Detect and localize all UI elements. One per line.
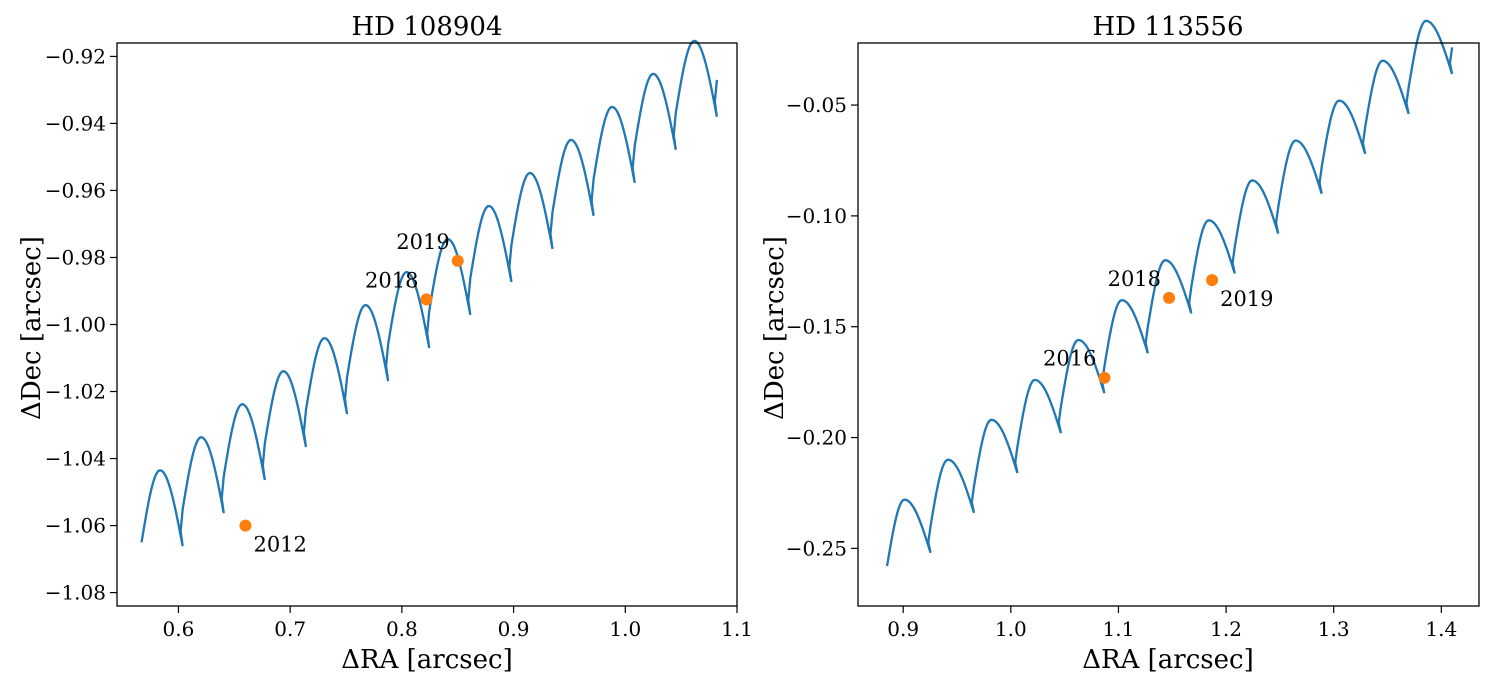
observation-point-2012 xyxy=(239,519,252,532)
x-tick-label: 1.2 xyxy=(1210,617,1242,641)
y-tick-label: −0.98 xyxy=(45,245,106,269)
orbit-track-line xyxy=(140,39,719,547)
chart-title: HD 108904 xyxy=(351,12,502,42)
panel-hd-108904: HD 108904 ΔRA [arcsec] ΔDec [arcsec] 0.6… xyxy=(17,12,753,675)
y-tick-label: −0.20 xyxy=(786,426,847,450)
observation-point-2018 xyxy=(420,293,433,306)
observation-point-2018 xyxy=(1163,291,1176,304)
observation-year-label: 2016 xyxy=(1043,347,1096,371)
y-tick-label: −0.15 xyxy=(786,315,847,339)
plot-frame xyxy=(116,42,738,607)
observation-year-label: 2012 xyxy=(253,533,306,557)
observation-year-label: 2019 xyxy=(396,230,449,254)
y-tick-label: −1.06 xyxy=(45,514,106,538)
x-axis-label: ΔRA [arcsec] xyxy=(341,645,512,675)
x-tick-label: 0.7 xyxy=(274,617,306,641)
y-axis-ticks: −1.08 −1.06 −1.04 −1.02 −1.00 −0.98 −0.96 −0.94… xyxy=(45,44,117,605)
orbit-track-line xyxy=(885,19,1454,567)
observation-point-2019 xyxy=(1206,274,1219,287)
x-tick-label: 1.0 xyxy=(609,617,641,641)
chart-title: HD 113556 xyxy=(1092,12,1243,42)
observation-point-2016 xyxy=(1098,371,1111,384)
y-tick-label: −0.05 xyxy=(786,93,847,117)
y-tick-label: −0.25 xyxy=(786,536,847,560)
x-axis-ticks: 0.6 0.7 0.8 0.9 1.0 1.1 xyxy=(163,606,753,641)
x-tick-label: 0.9 xyxy=(887,617,919,641)
x-tick-label: 0.6 xyxy=(163,617,195,641)
y-axis-ticks: −0.25 −0.20 −0.15 −0.10 −0.05 xyxy=(786,93,858,560)
observation-point-2019 xyxy=(451,254,464,267)
y-axis-label: ΔDec [arcsec] xyxy=(760,236,790,420)
observation-points: 2016 2018 2019 xyxy=(1043,267,1274,384)
x-axis-ticks: 0.9 1.0 1.1 1.2 1.3 1.4 xyxy=(887,606,1457,641)
observation-year-label: 2018 xyxy=(1108,267,1161,291)
plot-frame xyxy=(857,42,1480,607)
x-tick-label: 1.0 xyxy=(995,617,1027,641)
x-tick-label: 1.1 xyxy=(1103,617,1135,641)
x-axis-label: ΔRA [arcsec] xyxy=(1082,645,1253,675)
x-tick-label: 0.9 xyxy=(498,617,530,641)
panel-hd-113556: HD 113556 ΔRA [arcsec] ΔDec [arcsec] 0.9… xyxy=(760,12,1480,675)
y-axis-label: ΔDec [arcsec] xyxy=(17,236,47,420)
observation-year-label: 2019 xyxy=(1220,287,1273,311)
y-tick-label: −1.02 xyxy=(45,380,106,404)
y-tick-label: −1.00 xyxy=(45,313,106,337)
x-tick-label: 1.3 xyxy=(1318,617,1350,641)
y-tick-label: −0.92 xyxy=(45,44,106,68)
y-tick-label: −0.94 xyxy=(45,111,106,135)
y-tick-label: −1.04 xyxy=(45,447,106,471)
y-tick-label: −0.10 xyxy=(786,204,847,228)
observation-year-label: 2018 xyxy=(365,268,418,292)
x-tick-label: 0.8 xyxy=(386,617,418,641)
y-tick-label: −0.96 xyxy=(45,178,106,202)
x-tick-label: 1.1 xyxy=(721,617,753,641)
y-tick-label: −1.08 xyxy=(45,581,106,605)
observation-points: 2012 2018 2019 xyxy=(239,230,464,557)
x-tick-label: 1.4 xyxy=(1425,617,1457,641)
